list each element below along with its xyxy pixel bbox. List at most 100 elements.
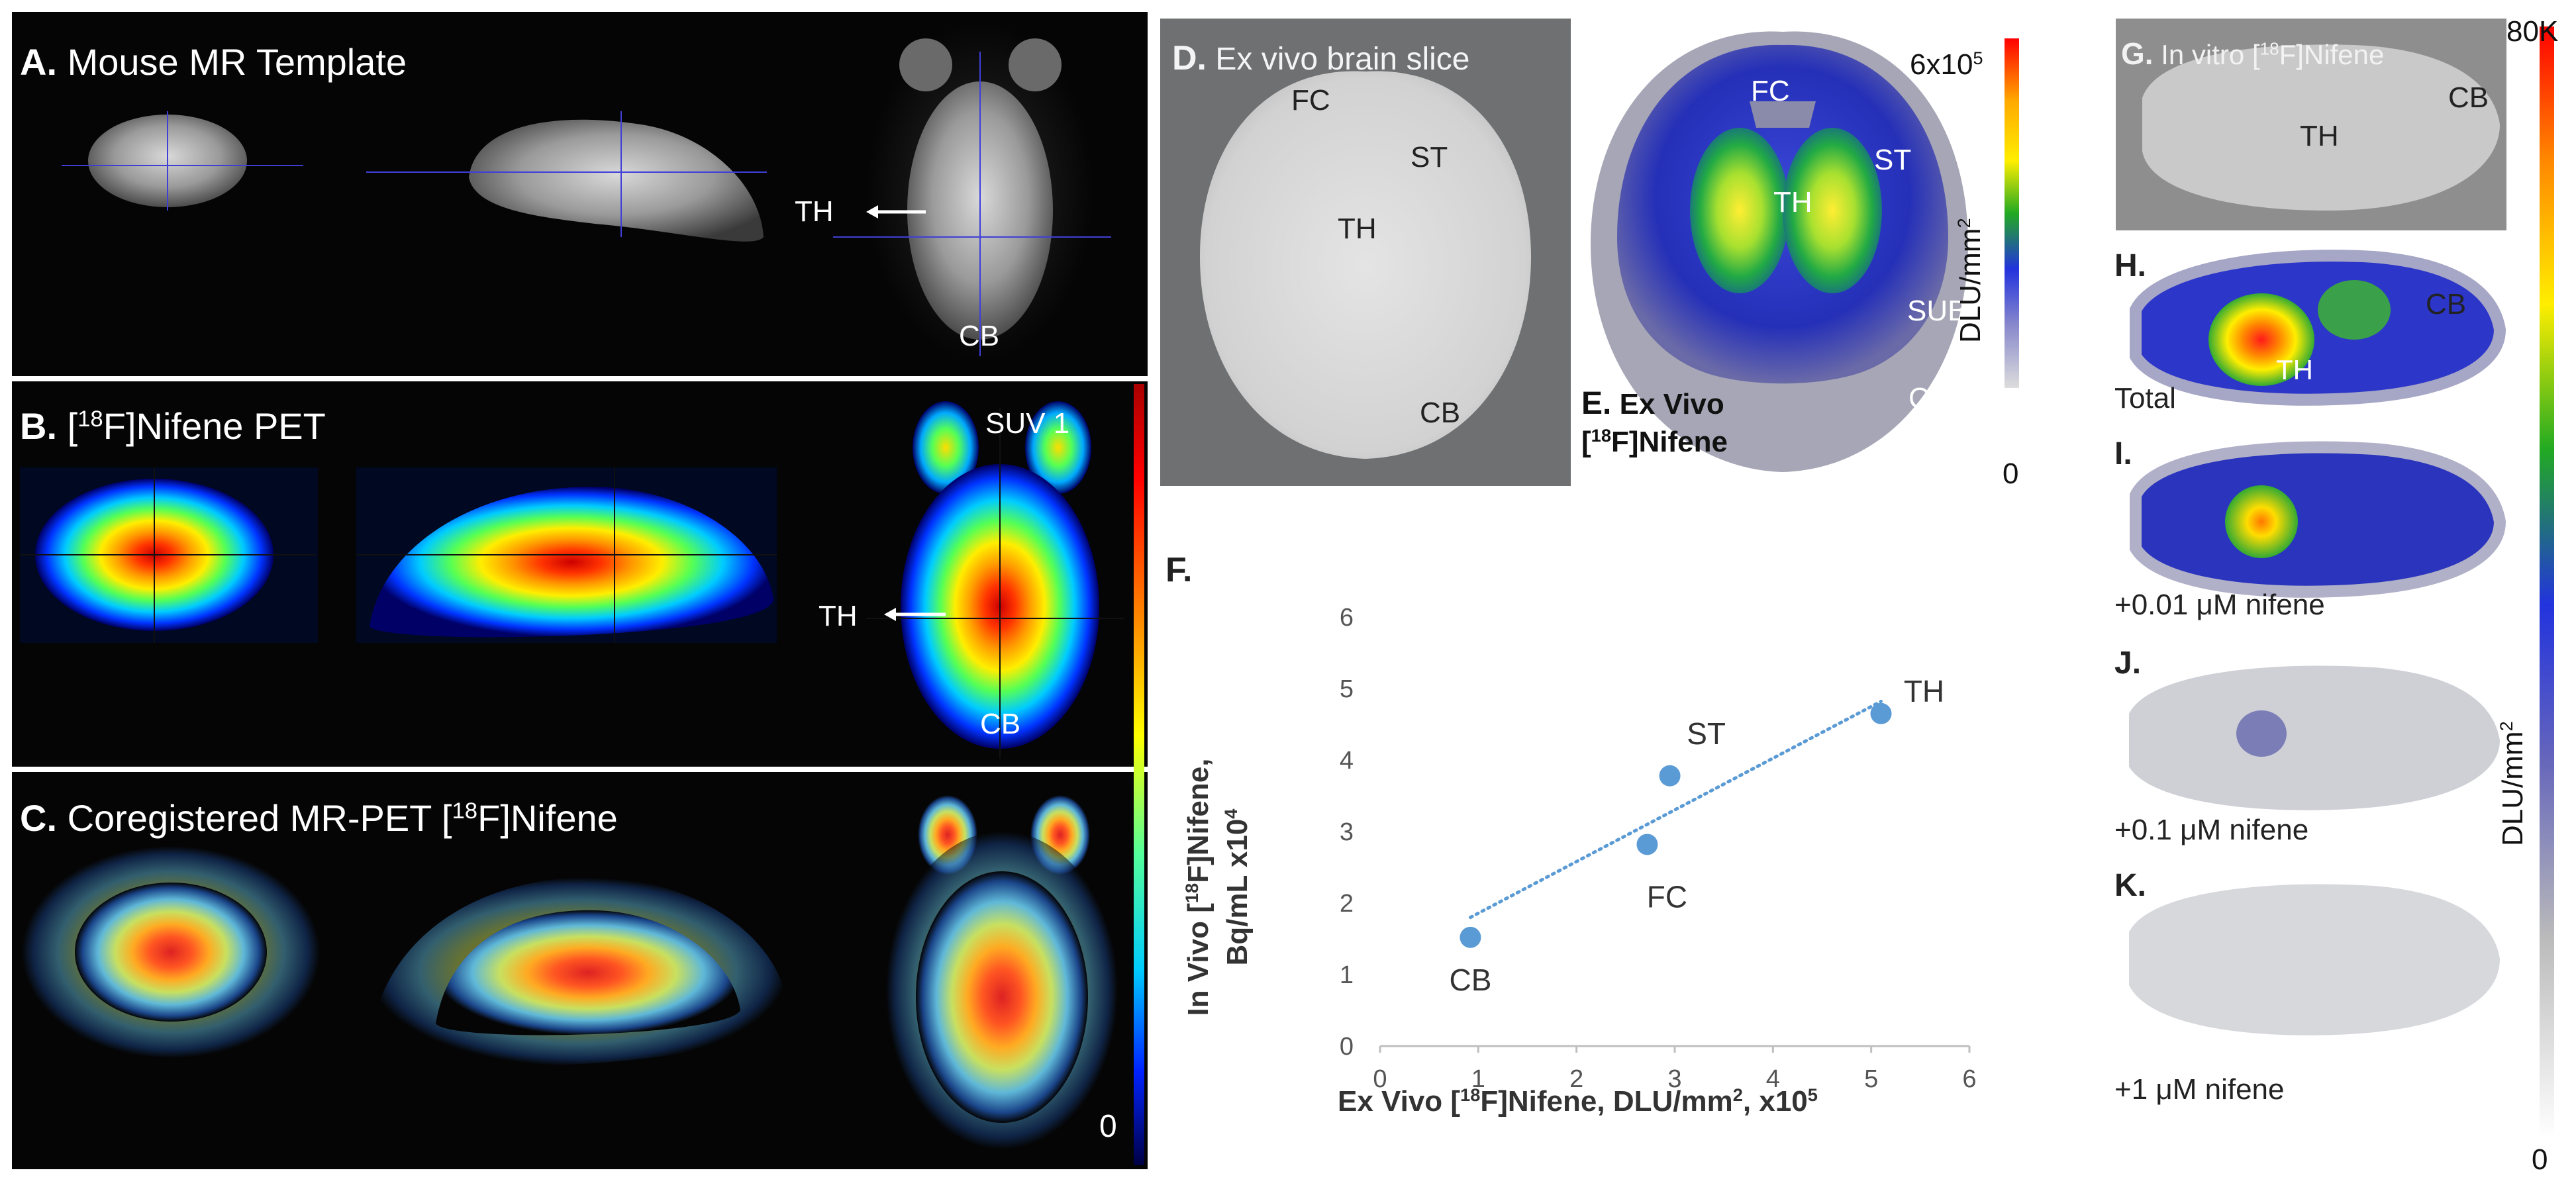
label-cb: CB bbox=[1908, 382, 1950, 414]
panel-h-letter: H. bbox=[2114, 248, 2146, 283]
panel-title-post: F]Nifene bbox=[2279, 39, 2385, 70]
panel-title: Ex vivo brain slice bbox=[1215, 42, 1470, 77]
x-tick-label: 4 bbox=[1766, 1065, 1780, 1093]
panel-title-post: F]Nifene bbox=[477, 797, 618, 839]
unit-sup: 2 bbox=[2496, 721, 2516, 732]
mr-olfactory-left bbox=[899, 38, 952, 91]
panel-a-heading: A. Mouse MR Template bbox=[20, 44, 407, 81]
pet-olfactory-right bbox=[1025, 401, 1091, 494]
data-label-cb: CB bbox=[1450, 963, 1492, 997]
j-slice bbox=[2129, 665, 2500, 810]
panel-d-heading: D. Ex vivo brain slice bbox=[1172, 41, 1469, 75]
ylabel-line2-pre: Bq/mL x10 bbox=[1221, 818, 1254, 966]
x-tick-label: 3 bbox=[1667, 1065, 1681, 1093]
unit-sup: 2 bbox=[1954, 218, 1974, 228]
unit-pre: DLU/mm bbox=[2497, 731, 2529, 846]
panel-title-line1: Ex Vivo bbox=[1619, 388, 1724, 420]
suv-label: SUV 1 bbox=[985, 407, 1070, 440]
condition-01um: +0.1 μM nifene bbox=[2114, 814, 2309, 846]
k-slice bbox=[2129, 884, 2500, 1035]
panel-title-pre: In vitro [ bbox=[2161, 39, 2260, 70]
x-tick-label: 6 bbox=[1962, 1065, 1976, 1093]
panel-k-letter: K. bbox=[2114, 868, 2146, 903]
xlabel-mid: F]Nifene, DLU/mm bbox=[1480, 1085, 1733, 1118]
panel-letter: A. bbox=[20, 41, 57, 83]
i-slice-edge bbox=[2130, 441, 2506, 598]
title-sup: 18 bbox=[1591, 425, 1611, 446]
th-arrow-head bbox=[884, 608, 896, 621]
ventricle bbox=[1750, 101, 1816, 128]
unit-label: DLU/mm2 bbox=[1954, 218, 1987, 343]
panel-title-pre: [ bbox=[67, 405, 78, 447]
label-cb: CB bbox=[959, 320, 1000, 352]
panel-c-images bbox=[22, 795, 1118, 1149]
data-label-st: ST bbox=[1687, 716, 1726, 751]
x-tick-label: 1 bbox=[1471, 1065, 1485, 1093]
gk-colorbar bbox=[2540, 26, 2554, 1139]
xlabel-end: , x10 bbox=[1742, 1085, 1808, 1118]
label-th: TH bbox=[1338, 213, 1377, 245]
panel-c-heading: C. Coregistered MR-PET [18F]Nifene bbox=[20, 800, 618, 837]
data-point-fc bbox=[1636, 834, 1658, 855]
panel-letter: G. bbox=[2121, 36, 2154, 71]
ylabel-line1-post: F]Nifene, bbox=[1182, 758, 1214, 883]
panel-letter: E. bbox=[1581, 386, 1612, 421]
data-label-fc: FC bbox=[1647, 879, 1687, 914]
unit-label: DLU/mm2 bbox=[2496, 721, 2529, 846]
th-hotspot-right bbox=[1783, 128, 1882, 293]
panel-e-title-line1: E. Ex Vivo bbox=[1581, 384, 1728, 424]
xlabel-sup3: 5 bbox=[1807, 1084, 1818, 1105]
label-fc: FC bbox=[1291, 84, 1330, 117]
data-point-th bbox=[1870, 702, 1892, 724]
panel-f-scatter: F. 0 1 2 3 4 5 6 0 1 2 3 4 5 6 CB FC ST TH Ex Vivo [18F]N… bbox=[1160, 490, 2041, 1185]
label-cb: CB bbox=[980, 708, 1021, 740]
scale-max-base: 6x10 bbox=[1910, 48, 1973, 81]
h-slice-edge bbox=[2130, 250, 2506, 406]
condition-total: Total bbox=[2114, 382, 2176, 414]
x-tick-label: 0 bbox=[1373, 1065, 1387, 1093]
panel-e-ex-vivo-autoradiograph: FC ST TH SUB CB E. Ex Vivo [18F]Nifene 6… bbox=[1571, 19, 2041, 489]
panel-letter: F. bbox=[1165, 551, 1193, 589]
y-tick-label: 3 bbox=[1340, 818, 1354, 846]
label-th: TH bbox=[2276, 354, 2313, 385]
scale-max-exp: 5 bbox=[1973, 48, 1983, 68]
xlabel-sup2: 2 bbox=[1732, 1084, 1743, 1105]
panel-g-heading: G. In vitro [18F]Nifene bbox=[2121, 38, 2384, 69]
title-sup: 18 bbox=[2259, 38, 2279, 59]
co-coronal-slice bbox=[75, 883, 267, 1022]
label-cb: CB bbox=[1420, 397, 1461, 429]
label-sub: SUB bbox=[1907, 295, 1967, 327]
x-tick-label: 2 bbox=[1569, 1065, 1583, 1093]
xlabel-pre: Ex Vivo [ bbox=[1338, 1085, 1461, 1118]
panel-a-mr-template: A. Mouse MR Template TH CB bbox=[12, 12, 1148, 376]
condition-1um: +1 μM nifene bbox=[2114, 1073, 2285, 1106]
x-axis-label: Ex Vivo [18F]Nifene, DLU/mm2, x105 bbox=[1338, 1084, 1818, 1118]
label-st: ST bbox=[1874, 144, 1912, 176]
co-sagittal-slice bbox=[436, 910, 740, 1035]
data-point-st bbox=[1659, 765, 1681, 787]
y-tick-label: 2 bbox=[1340, 890, 1354, 918]
scale-max-label: 80K bbox=[2506, 15, 2559, 48]
ylabel-line2: Bq/mL x104 bbox=[1218, 715, 1257, 1059]
scale-max-label: 6x105 bbox=[1910, 48, 1983, 81]
ylabel-line1: In Vivo [18F]Nifene, bbox=[1179, 715, 1218, 1059]
data-label-th: TH bbox=[1904, 674, 1944, 708]
th-hotspot-left bbox=[1690, 128, 1789, 293]
ylabel-line2-sup: 4 bbox=[1220, 808, 1242, 819]
pet-olfactory-left bbox=[913, 401, 979, 494]
panel-j-letter: J. bbox=[2114, 646, 2142, 681]
h-side-green bbox=[2318, 280, 2391, 340]
y-tick-label: 0 bbox=[1340, 1033, 1354, 1061]
panel-i-letter: I. bbox=[2114, 436, 2132, 471]
panel-e-heading: E. Ex Vivo [18F]Nifene bbox=[1581, 384, 1728, 460]
label-th: TH bbox=[2300, 120, 2339, 152]
scale-zero-label: 0 bbox=[1099, 1109, 1117, 1144]
condition-001um: +0.01 μM nifene bbox=[2114, 589, 2325, 621]
title-sup: 18 bbox=[77, 406, 103, 432]
panel-b-heading: B. [18F]Nifene PET bbox=[20, 408, 326, 445]
panel-b-images bbox=[20, 401, 1124, 759]
scale-min-label: 0 bbox=[2532, 1143, 2548, 1176]
panel-title-pre: Coregistered MR-PET [ bbox=[67, 797, 452, 839]
label-cb: CB bbox=[2448, 81, 2489, 114]
label-cb: CB bbox=[2426, 288, 2467, 320]
